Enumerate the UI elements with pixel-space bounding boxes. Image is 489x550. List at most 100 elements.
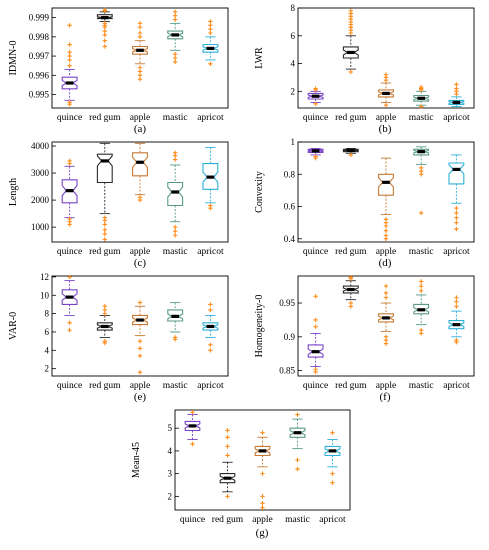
outlier-point xyxy=(225,428,230,433)
box-apricot xyxy=(202,19,219,66)
y-axis-label: Length xyxy=(8,178,19,206)
outlier-point xyxy=(67,42,72,47)
outlier-point xyxy=(208,61,213,66)
outlier-point xyxy=(225,444,230,449)
outlier-point xyxy=(102,311,107,316)
outlier-point xyxy=(454,304,459,309)
y-tick-label: 0.95 xyxy=(279,298,295,308)
outlier-point xyxy=(173,157,178,162)
outlier-point xyxy=(313,86,318,91)
category-label: red gum xyxy=(89,247,121,257)
outlier-point xyxy=(383,295,389,300)
outlier-point xyxy=(419,104,424,109)
notched-box xyxy=(132,45,148,55)
outlier-point xyxy=(313,367,318,372)
outlier-point xyxy=(102,38,107,43)
outlier-point xyxy=(454,210,459,216)
y-tick-label: 0.6 xyxy=(284,202,296,212)
outlier-point xyxy=(173,228,178,234)
category-label: apple xyxy=(252,515,273,525)
notched-box xyxy=(378,89,394,98)
outlier-point xyxy=(454,220,459,225)
panel-7: 2 3 4 5 Mean-45 quince red gum apple mastic apric… xyxy=(131,409,351,539)
outlier-point xyxy=(173,9,178,15)
box-quince xyxy=(61,158,78,227)
panel-label: (f) xyxy=(380,391,391,403)
box-mastic xyxy=(167,302,184,342)
panel-2: 2 4 6 8 LWR quince red gum apple mastic apricot (b… xyxy=(254,3,475,135)
y-tick-label: 8 xyxy=(45,309,50,319)
category-label: mastic xyxy=(163,247,188,257)
category-label: quince xyxy=(303,247,328,257)
notched-box xyxy=(96,322,113,331)
notched-box xyxy=(307,344,324,358)
outlier-point xyxy=(454,337,459,343)
outlier-point xyxy=(313,154,318,159)
outlier-point xyxy=(419,84,424,90)
outlier-point xyxy=(383,233,389,238)
outlier-point xyxy=(137,76,143,82)
notched-box xyxy=(132,314,148,326)
outlier-point xyxy=(67,100,72,105)
category-label: apricot xyxy=(197,247,224,257)
category-label: quince xyxy=(57,381,82,391)
outlier-point xyxy=(137,30,143,36)
axis-frame xyxy=(297,7,475,109)
notched-box xyxy=(324,445,341,457)
y-tick-label: 0.995 xyxy=(29,90,50,100)
outlier-point xyxy=(173,335,178,340)
outlier-point xyxy=(383,334,389,340)
outlier-point xyxy=(260,500,265,506)
outlier-point xyxy=(225,494,230,499)
category-label: red gum xyxy=(212,515,244,525)
notched-box xyxy=(342,148,359,153)
outlier-point xyxy=(313,324,318,329)
notched-box xyxy=(202,163,219,190)
category-label: red gum xyxy=(335,381,367,391)
category-label: apricot xyxy=(443,113,470,123)
panel-label: (c) xyxy=(134,257,147,269)
outlier-point xyxy=(190,410,195,415)
outlier-point xyxy=(190,441,195,447)
y-tick-label: 4000 xyxy=(31,141,50,151)
notched-box xyxy=(167,181,184,207)
y-tick-label: 0.4 xyxy=(284,234,296,244)
box-quince xyxy=(61,23,78,107)
outlier-point xyxy=(102,304,107,309)
outlier-point xyxy=(225,435,230,440)
notched-box xyxy=(167,309,184,322)
notched-box xyxy=(96,153,113,184)
box-apricot xyxy=(202,146,219,211)
y-tick-label: 4 xyxy=(168,446,173,456)
outlier-point xyxy=(348,300,353,306)
y-tick-label: 1 xyxy=(291,137,296,147)
box-apple xyxy=(132,21,148,82)
y-axis-label: LWR xyxy=(254,47,265,69)
category-label: mastic xyxy=(285,515,310,525)
outlier-point xyxy=(102,28,107,34)
y-tick-label: 0.85 xyxy=(279,366,295,376)
outlier-point xyxy=(208,23,213,28)
category-label: mastic xyxy=(409,247,434,257)
box-mastic xyxy=(413,84,430,109)
notched-box xyxy=(96,14,113,20)
y-axis-label: IDMN-0 xyxy=(8,41,19,76)
box-apricot xyxy=(324,430,341,485)
outlier-point xyxy=(419,279,424,284)
outlier-point xyxy=(67,320,72,325)
category-label: red gum xyxy=(89,113,121,123)
box-mastic xyxy=(413,146,430,216)
y-tick-label: 2 xyxy=(168,491,173,501)
y-tick-label: 0.9 xyxy=(284,332,296,342)
notched-box xyxy=(254,445,271,457)
axis-frame xyxy=(297,275,475,377)
y-tick-label: 3 xyxy=(168,469,173,479)
y-axis-label: VAR-0 xyxy=(8,312,19,340)
box-apple xyxy=(378,72,394,108)
outlier-point xyxy=(313,101,318,107)
notched-box xyxy=(307,148,324,154)
box-mastic xyxy=(289,412,306,472)
panel-label: (b) xyxy=(379,123,392,135)
outlier-point xyxy=(137,353,143,359)
outlier-point xyxy=(102,215,107,220)
